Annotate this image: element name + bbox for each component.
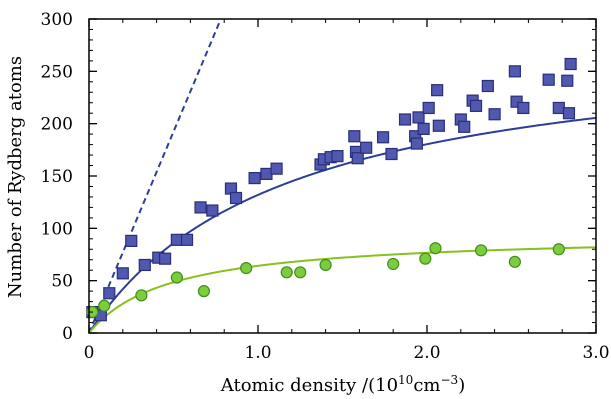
x-axis-title-unit: cm [413, 375, 440, 396]
circle-data-point [476, 245, 487, 256]
square-data-point [459, 121, 470, 132]
square-data-point [195, 202, 206, 213]
square-data-point [182, 234, 193, 245]
square-data-point [518, 102, 529, 113]
square-data-point [104, 288, 115, 299]
square-data-point [332, 151, 343, 162]
x-tick-label: 0 [84, 343, 95, 363]
x-axis-title: Atomic density /(1010cm−3) [220, 373, 465, 396]
x-axis-title-close: ) [458, 375, 465, 396]
circle-data-point [509, 256, 520, 267]
square-data-point [482, 80, 493, 91]
square-data-point [489, 109, 500, 120]
circle-data-point [171, 272, 182, 283]
square-data-point [378, 132, 389, 143]
square-data-point [471, 100, 482, 111]
square-data-point [160, 253, 171, 264]
square-data-point [432, 85, 443, 96]
y-tick-label: 200 [41, 115, 73, 135]
square-data-point [249, 173, 260, 184]
square-data-point [352, 153, 363, 164]
y-tick-label: 250 [41, 62, 73, 82]
square-data-point [171, 234, 182, 245]
square-data-point [418, 123, 429, 134]
y-tick-label: 0 [62, 324, 73, 344]
square-data-point [231, 192, 242, 203]
x-tick-label: 3.0 [582, 343, 609, 363]
square-data-point [349, 131, 360, 142]
y-tick-label: 100 [41, 219, 73, 239]
square-data-point [261, 168, 272, 179]
circle-data-point [320, 259, 331, 270]
square-data-point [271, 163, 282, 174]
square-data-point [423, 102, 434, 113]
square-data-point [562, 75, 573, 86]
circle-data-point [430, 243, 441, 254]
y-tick-label: 300 [41, 10, 73, 30]
square-data-point [386, 149, 397, 160]
y-axis-title: Number of Rydberg atoms [5, 56, 26, 298]
square-data-point [563, 108, 574, 119]
x-axis-title-exponent-1: 10 [398, 373, 413, 387]
square-data-point [400, 114, 411, 125]
y-tick-label: 150 [41, 167, 73, 187]
square-data-point [126, 235, 137, 246]
circle-data-point [99, 300, 110, 311]
circle-data-point [136, 290, 147, 301]
square-data-point [207, 205, 218, 216]
circle-data-point [553, 244, 564, 255]
square-data-point [361, 142, 372, 153]
x-tick-label: 2.0 [413, 343, 440, 363]
square-data-point [139, 259, 150, 270]
x-axis-title-exponent-2: −3 [440, 373, 458, 387]
square-data-point [553, 102, 564, 113]
square-data-point [509, 66, 520, 77]
square-data-point [117, 268, 128, 279]
y-tick-label: 50 [51, 272, 73, 292]
circle-data-point [388, 258, 399, 269]
circle-data-point [420, 253, 431, 264]
square-data-point [433, 120, 444, 131]
circle-data-point [198, 286, 209, 297]
square-data-point [411, 138, 422, 149]
axes: 0 1.0 2.0 3.0 0 50 100 150 200 250 300 [41, 10, 610, 363]
x-axis-title-main: Atomic density /(10 [220, 375, 398, 396]
x-tick-label: 1.0 [244, 343, 271, 363]
circle-data-point [241, 263, 252, 274]
circle-data-point [295, 267, 306, 278]
data-markers [87, 59, 576, 321]
circle-data-point [281, 267, 292, 278]
square-data-point [543, 74, 554, 85]
square-data-point [413, 112, 424, 123]
square-data-point [565, 59, 576, 70]
